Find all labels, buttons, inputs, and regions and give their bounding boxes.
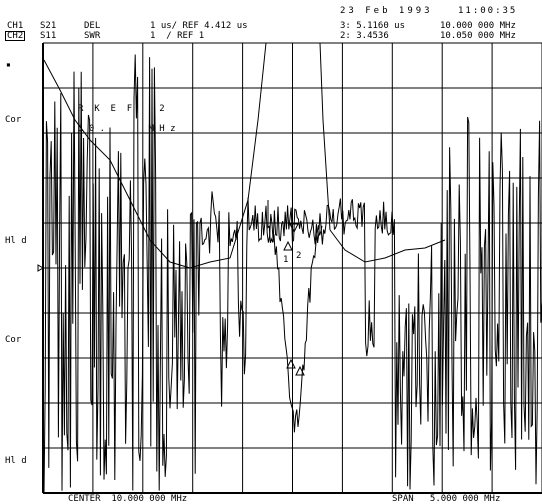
ch2-label[interactable]: CH2 xyxy=(5,31,26,41)
marker-triangle-icon xyxy=(286,358,296,369)
hold-indicator-ch1: Hl d xyxy=(5,236,27,246)
trace-line xyxy=(43,42,446,269)
ch2-marker-frequency: 10.050 000 MHz xyxy=(440,31,516,41)
marker-label: 1 0 . M H z xyxy=(78,124,176,134)
ch1-scale: 1 us/ REF 4.412 us xyxy=(150,21,248,31)
graticule xyxy=(42,42,542,494)
marker-number: 2 xyxy=(296,251,301,261)
center-frequency: CENTER 10.000 000 MHz xyxy=(68,494,188,504)
ch1-format: DEL xyxy=(84,21,101,31)
marker-symbols xyxy=(283,223,305,376)
span-frequency: SPAN 5.000 000 MHz xyxy=(392,494,501,504)
date-readout: 23 Feb 1993 xyxy=(340,6,433,16)
ch1-marker-readout: 3: 5.1160 us xyxy=(340,21,406,31)
ch2-format: SWR xyxy=(84,31,101,41)
measurement-traces xyxy=(43,42,542,493)
ch1-marker-frequency: 10.000 000 MHz xyxy=(440,21,516,31)
status-dot: ▪ xyxy=(6,60,11,69)
marker-triangle-icon xyxy=(283,240,293,251)
ch1-parameter: S21 xyxy=(40,21,57,31)
ch1-label[interactable]: CH1 xyxy=(7,21,24,31)
marker-triangle-icon xyxy=(289,223,299,234)
reference-position-marker xyxy=(37,264,44,272)
time-readout: 11:00:35 xyxy=(458,6,518,16)
hold-indicator-ch2: Hl d xyxy=(5,456,27,466)
ch2-parameter: S11 xyxy=(40,31,57,41)
marker-label: R K E F 2 xyxy=(78,104,165,114)
ch2-scale: 1 / REF 1 xyxy=(150,31,205,41)
marker-triangle-icon xyxy=(295,365,305,376)
ch2-marker-readout: 2: 3.4536 xyxy=(340,31,389,41)
marker-number: 1 xyxy=(283,255,288,265)
trace-line xyxy=(267,200,323,433)
trace-line xyxy=(43,54,542,493)
correction-indicator-ch1: Cor xyxy=(5,115,22,125)
correction-indicator-ch2: Cor xyxy=(5,335,22,345)
